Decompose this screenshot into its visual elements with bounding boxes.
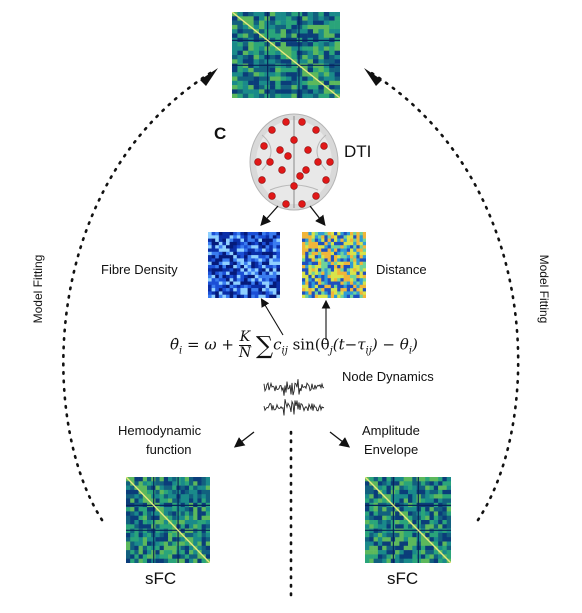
eq-sub-ij: ij [281,345,288,357]
eq-N: N [238,345,252,361]
sfc-matrix-top [232,12,340,98]
model-fitting-label-left: Model Fitting [31,254,45,324]
eq-c: c [273,335,282,354]
sfc-matrix-left-canvas [126,477,210,563]
panel-letter: C [214,124,227,143]
eq-omega: = ω + [187,335,234,354]
amplitude-label-line2: Envelope [364,442,419,457]
eq-fraction: K N [238,329,252,361]
sfc-matrix-top-canvas [232,12,340,98]
arrow-to-hemodynamic [233,431,255,448]
eq-K: K [238,329,252,346]
distance-matrix [302,232,366,298]
model-fitting-label-right: Model Fitting [537,254,551,324]
sfc-matrix-right [365,477,451,563]
sfc-left-label: sFC [145,569,177,588]
kuramoto-equation: θ̇i = ω + K N ∑cij sin(θj(t−τij) − θi) [170,330,418,361]
eq-sub-j: j [329,345,333,357]
arrow-brain-to-fibre [260,205,279,226]
eq-sub-i-2: i [408,345,413,357]
brain-dti-image [249,113,339,211]
distance-label: Distance [376,262,427,277]
dti-label: DTI [344,142,372,161]
sfc-matrix-right-canvas [365,477,451,563]
sfc-matrix-left [126,477,210,563]
eq-theta-dot: θ̇ [170,335,180,354]
hemodynamic-label-line1: Hemodynamic [118,423,202,438]
distance-matrix-canvas [302,232,366,298]
arrow-to-amplitude [329,431,351,448]
model-fitting-arrowhead-right [364,68,382,86]
arrow-brain-to-distance [309,205,326,227]
model-fitting-arc-left [62,70,214,522]
fibre-density-matrix-canvas [208,232,280,298]
eq-sum: ∑ [255,331,274,360]
eq-end: ) [412,335,418,354]
node-dynamics-signals [263,379,325,416]
eq-t-tau: (t−τ [332,335,366,354]
eq-close: ) − θ [371,335,409,354]
fibre-density-matrix [208,232,280,298]
arrow-coupling-to-fibre [260,298,284,336]
eq-sub-i: i [179,345,183,357]
sfc-right-label: sFC [387,569,419,588]
eq-sub-ij-2: ij [365,345,372,357]
amplitude-label-line1: Amplitude [362,423,420,438]
node-dynamics-label: Node Dynamics [342,369,434,384]
model-fitting-arrowhead-left [200,68,218,86]
hemodynamic-label-line2: function [146,442,192,457]
model-fitting-arc-right [368,70,520,522]
fibre-density-label: Fibre Density [101,262,178,277]
eq-sin: sin(θ [292,335,330,354]
